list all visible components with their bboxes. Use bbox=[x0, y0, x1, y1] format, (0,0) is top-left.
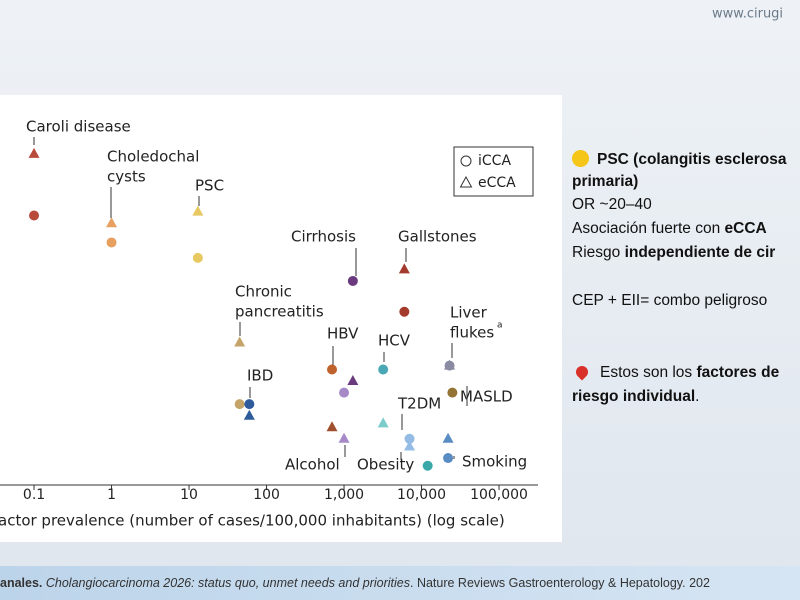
pin-icon bbox=[573, 363, 591, 381]
note-line: primaria) bbox=[572, 173, 638, 191]
annotation: a bbox=[497, 321, 503, 331]
point bbox=[243, 409, 255, 420]
footer-text: anales. bbox=[0, 576, 46, 590]
annotation: HCV bbox=[378, 332, 411, 350]
x-tick-label: 1,000 bbox=[324, 487, 364, 503]
legend-marker bbox=[460, 155, 472, 167]
annotation: Liver bbox=[450, 304, 488, 322]
note-line: Riesgo independiente de cir bbox=[572, 244, 775, 262]
annotation: Choledochal bbox=[107, 148, 199, 166]
annotation: MASLD bbox=[460, 388, 513, 406]
annotation: Cirrhosis bbox=[291, 228, 356, 246]
note-line: CEP + EII= combo peligroso bbox=[572, 292, 767, 310]
point bbox=[347, 275, 358, 286]
point bbox=[327, 364, 338, 375]
point bbox=[106, 237, 117, 248]
annotation: IBD bbox=[247, 367, 273, 385]
footer-text: Cholangiocarcinoma 2026: status quo, unm… bbox=[45, 576, 410, 590]
point bbox=[244, 399, 255, 410]
point bbox=[234, 336, 246, 347]
annotation: Alcohol bbox=[285, 456, 340, 474]
point bbox=[377, 417, 389, 428]
x-tick-label: 10 bbox=[180, 487, 198, 503]
note-text: . bbox=[695, 388, 700, 405]
legend-box bbox=[453, 146, 534, 197]
note-line: Estos son los factores de bbox=[572, 363, 780, 382]
point bbox=[404, 440, 416, 451]
footer: anales. Cholangiocarcinoma 2026: status … bbox=[0, 566, 800, 600]
note-text: Asociación fuerte con bbox=[572, 220, 725, 237]
annotation: Gallstones bbox=[398, 228, 477, 246]
note-text: primaria) bbox=[572, 173, 639, 190]
point bbox=[444, 359, 456, 370]
x-tick-label: 100 bbox=[253, 487, 280, 503]
annotation: flukes bbox=[450, 324, 494, 342]
point bbox=[234, 399, 245, 410]
point bbox=[399, 306, 410, 317]
point bbox=[29, 210, 40, 221]
x-tick-label: 1 bbox=[107, 487, 116, 503]
point bbox=[404, 433, 415, 444]
yellow-dot-icon bbox=[572, 150, 589, 167]
point bbox=[192, 252, 203, 263]
note-text: riesgo individual bbox=[572, 388, 696, 405]
note-line: Asociación fuerte con eCCA bbox=[572, 220, 767, 238]
annotation: Caroli disease bbox=[26, 118, 131, 136]
point bbox=[339, 387, 350, 398]
site-url: www.cirugi bbox=[712, 7, 783, 22]
note-line: OR ~20–40 bbox=[572, 196, 652, 214]
point bbox=[398, 263, 410, 274]
point bbox=[28, 147, 40, 158]
point bbox=[443, 453, 454, 464]
note-text: PSC (colangitis esclerosa bbox=[597, 151, 787, 168]
annotation: Smoking bbox=[462, 453, 527, 471]
point bbox=[192, 205, 204, 216]
point bbox=[422, 460, 433, 471]
note-text: CEP + EII= combo peligroso bbox=[572, 292, 768, 309]
annotation: cysts bbox=[107, 168, 146, 186]
x-tick-label: 100,000 bbox=[470, 487, 528, 503]
annotation: pancreatitis bbox=[235, 303, 324, 321]
note-text: Estos son los bbox=[600, 364, 697, 381]
note-line: PSC (colangitis esclerosa bbox=[572, 150, 787, 169]
legend-label: iCCA bbox=[478, 153, 511, 169]
legend-label: eCCA bbox=[478, 175, 516, 191]
point bbox=[326, 421, 338, 432]
annotation: Chronic bbox=[235, 283, 292, 301]
note-line: riesgo individual. bbox=[572, 388, 699, 406]
point bbox=[378, 364, 389, 375]
legend-marker bbox=[459, 175, 473, 188]
annotation: HBV bbox=[327, 325, 359, 343]
x-tick-label: 0.1 bbox=[23, 487, 45, 503]
annotation: PSC bbox=[195, 177, 224, 195]
x-tick-label: 10,000 bbox=[397, 487, 446, 503]
annotation: T2DM bbox=[397, 395, 441, 413]
note-text: factores de bbox=[696, 364, 780, 381]
point bbox=[106, 217, 118, 228]
note-text: eCCA bbox=[724, 220, 767, 237]
footer-text: . Nature Reviews Gastroenterology & Hepa… bbox=[410, 576, 710, 590]
point bbox=[338, 432, 350, 443]
note-text: independiente de cir bbox=[624, 244, 776, 261]
x-axis-label: actor prevalence (number of cases/100,00… bbox=[0, 512, 505, 530]
point bbox=[442, 432, 454, 443]
point bbox=[447, 387, 458, 398]
note-text: OR ~20–40 bbox=[572, 196, 652, 213]
note-text: Riesgo bbox=[572, 244, 625, 261]
point bbox=[347, 375, 359, 386]
annotation: Obesity bbox=[357, 456, 414, 474]
